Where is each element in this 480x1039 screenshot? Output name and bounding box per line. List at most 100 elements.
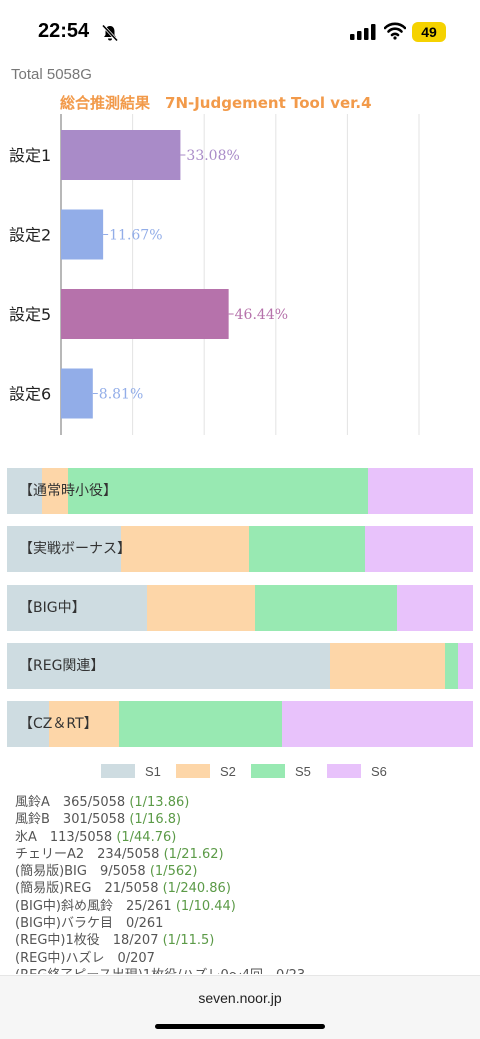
stat-ratio: (1/16.8) <box>129 812 182 828</box>
stat-ratio: (1/21.62) <box>163 846 224 862</box>
stack-segment-s6 <box>364 526 473 572</box>
stack-segment-s6 <box>368 468 473 514</box>
stat-count: 氷A 113/5058 <box>15 829 117 845</box>
stat-line: (REG中)1枚役 18/207 (1/11.5) <box>15 932 475 949</box>
browser-bottom-bar: seven.noor.jp <box>0 975 480 1039</box>
stack-segment-s1 <box>7 585 147 631</box>
stack-segment-s6 <box>397 585 473 631</box>
category-label: 設定5 <box>9 305 51 324</box>
stacked-row: 【BIG中】 <box>7 585 473 631</box>
bar <box>61 289 229 339</box>
stack-segment-s1 <box>7 701 49 747</box>
cellular-signal-icon <box>350 24 376 40</box>
legend-label: S6 <box>371 763 387 779</box>
stat-count: (BIG中)斜め風鈴 25/261 <box>15 898 176 914</box>
stat-count: (REG中)ハズレ 0/207 <box>15 950 155 966</box>
stack-segment-s6 <box>458 643 473 689</box>
url-field[interactable]: seven.noor.jp <box>198 990 282 1006</box>
category-label: 設定1 <box>9 146 51 165</box>
category-label: 設定2 <box>9 226 51 245</box>
bar-value-label: 11.67% <box>109 228 162 244</box>
stat-line: (REG中)ハズレ 0/207 <box>15 950 475 967</box>
stacked-row-label: 【CZ＆RT】 <box>19 716 98 732</box>
legend-swatch <box>101 764 135 778</box>
total-games: Total 5058G <box>11 66 92 83</box>
stack-segment-s5 <box>249 526 365 572</box>
stack-segment-s2 <box>330 643 446 689</box>
stacked-row-label: 【REG関連】 <box>19 658 105 674</box>
stack-segment-s2 <box>121 526 250 572</box>
stacked-row-label: 【実戦ボーナス】 <box>19 541 131 557</box>
stat-ratio: (1/13.86) <box>129 795 190 810</box>
bell-muted-icon <box>101 24 119 42</box>
stacked-row: 【CZ＆RT】 <box>7 701 473 747</box>
stacked-row-label: 【BIG中】 <box>19 600 86 616</box>
stat-line: チェリーA2 234/5058 (1/21.62) <box>15 846 475 863</box>
chart-bars: 設定1 33.08% 設定2 11.67% 設定5 46.44% 設定6 8.81% <box>9 130 288 419</box>
chart-title: 総合推測結果 7N-Judgement Tool ver.4 <box>60 94 372 112</box>
status-time: 22:54 <box>38 20 90 42</box>
status-bar: 22:54 49 <box>0 0 480 64</box>
stack-segment-s2 <box>41 468 68 514</box>
stat-line: (簡易版)REG 21/5058 (1/240.86) <box>15 880 475 897</box>
legend-item[interactable]: S6 <box>327 762 387 780</box>
stack-segment-s6 <box>281 701 473 747</box>
stat-line: 風鈴B 301/5058 (1/16.8) <box>15 811 475 828</box>
stack-segment-s1 <box>7 468 42 514</box>
stat-ratio: (1/11.5) <box>162 933 215 949</box>
stacked-row: 【REG関連】 <box>7 643 473 689</box>
stat-count: (簡易版)REG 21/5058 <box>15 881 163 897</box>
stat-ratio: (1/562) <box>149 864 198 880</box>
bar <box>61 130 181 180</box>
stacked-row-label: 【通常時小役】 <box>19 483 117 499</box>
stack-segment-s5 <box>254 585 398 631</box>
legend-label: S1 <box>145 763 161 779</box>
legend-swatch <box>176 764 210 778</box>
stack-segment-s5 <box>67 468 369 514</box>
bar-value-label: 33.08% <box>186 148 239 164</box>
stack-segment-s2 <box>146 585 255 631</box>
stat-count: チェリーA2 234/5058 <box>15 846 164 862</box>
home-indicator[interactable] <box>155 1024 325 1029</box>
stack-segment-s1 <box>7 643 331 689</box>
bar-value-label: 8.81% <box>99 387 143 403</box>
legend-label: S2 <box>220 763 236 779</box>
stacked-bar-chart: 【通常時小役】 【実戦ボーナス】 【BIG中】【REG関連】 【CZ＆RT】 <box>0 460 480 760</box>
wifi-icon <box>384 22 406 40</box>
stacked-row: 【実戦ボーナス】 <box>7 526 473 572</box>
stat-line: 風鈴A 365/5058 (1/13.86) <box>15 794 475 811</box>
stat-line: (BIG中)斜め風鈴 25/261 (1/10.44) <box>15 898 475 915</box>
legend-item[interactable]: S5 <box>251 762 311 780</box>
stats-list: 風鈴A 365/5058 (1/13.86) 風鈴B 301/5058 (1/16… <box>15 794 475 974</box>
bar-value-label: 46.44% <box>235 307 288 323</box>
stat-count: 風鈴B 301/5058 <box>15 812 130 828</box>
stacked-row: 【通常時小役】 <box>7 468 473 514</box>
legend-item[interactable]: S2 <box>176 762 236 780</box>
stack-segment-s5 <box>445 643 459 689</box>
legend-item[interactable]: S1 <box>101 762 161 780</box>
bar <box>61 209 104 260</box>
stat-count: (簡易版)BIG 9/5058 <box>15 864 150 880</box>
stat-ratio: (1/240.86) <box>162 881 231 897</box>
legend-label: S5 <box>295 763 311 779</box>
stack-segment-s5 <box>118 701 282 747</box>
stat-line: 氷A 113/5058 (1/44.76) <box>15 829 475 846</box>
category-label: 設定6 <box>9 385 51 404</box>
stat-line: (BIG中)バラケ目 0/261 <box>15 915 475 932</box>
stat-count: (BIG中)バラケ目 0/261 <box>15 916 164 932</box>
judgement-bar-chart: 総合推測結果 7N-Judgement Tool ver.4 設定1 33.08%… <box>9 94 420 435</box>
stat-ratio: (1/10.44) <box>175 898 236 914</box>
stack-segment-s1 <box>7 526 122 572</box>
legend-swatch <box>327 764 361 778</box>
stat-count: 風鈴A 365/5058 <box>15 795 130 810</box>
legend-swatch <box>251 764 285 778</box>
battery-indicator: 49 <box>412 22 446 42</box>
stat-ratio: (1/44.76) <box>116 829 177 845</box>
stack-segment-s2 <box>48 701 119 747</box>
stat-line: (簡易版)BIG 9/5058 (1/562) <box>15 863 475 880</box>
bar <box>61 368 93 419</box>
chart-legend: S1 S2 S5 S6 <box>0 762 480 782</box>
stat-count: (REG中)1枚役 18/207 <box>15 933 163 949</box>
